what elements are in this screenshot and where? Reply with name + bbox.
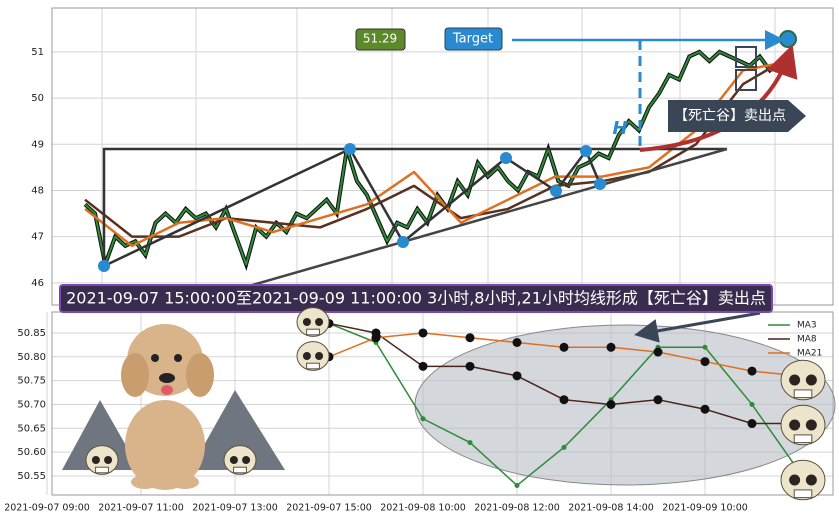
legend-label: MA8: [797, 335, 817, 345]
point: [749, 401, 755, 407]
skull-eye: [302, 352, 311, 360]
skull-head: [780, 359, 826, 401]
skull-eye: [315, 318, 324, 326]
target-label: Target: [452, 32, 493, 47]
skull-teeth: [95, 466, 109, 474]
x-tick-label: 2021-09-07 09:00: [4, 503, 90, 514]
skull-teeth: [306, 328, 320, 336]
banner: [59, 284, 773, 313]
skull-eye: [789, 474, 801, 486]
y-tick-label: 50.70: [17, 399, 46, 410]
skull-head: [780, 404, 826, 446]
skull-eye: [91, 456, 100, 464]
point: [465, 361, 475, 371]
target-badge: [444, 27, 503, 51]
y-tick-label: 50.65: [17, 423, 46, 434]
x-tick-label: 2021-09-07 11:00: [98, 503, 184, 514]
x-tick-label: 2021-09-07 13:00: [192, 503, 278, 514]
point: [559, 342, 569, 352]
skull-head: [223, 445, 257, 475]
skull-eye: [104, 456, 113, 464]
skull-head: [780, 459, 826, 501]
skull: [85, 445, 119, 475]
y-tick-label: 50.75: [17, 376, 46, 387]
skull: [296, 341, 330, 371]
point: [747, 419, 757, 429]
point: [420, 416, 426, 422]
legend-label: MA3: [797, 321, 817, 331]
point: [512, 371, 522, 381]
height-label: H: [612, 118, 627, 139]
skull: [780, 404, 826, 446]
y-tick-label: 50: [31, 93, 44, 104]
y-tick-label: 49: [31, 139, 44, 150]
y-tick-label: 47: [31, 232, 44, 243]
point: [653, 395, 663, 405]
skull-eye: [229, 456, 238, 464]
skull-eye: [302, 318, 311, 326]
skull-teeth: [793, 434, 813, 444]
skull-teeth: [793, 489, 813, 499]
y-tick-label: 50.85: [17, 328, 46, 339]
skull-eye: [789, 419, 801, 431]
y-tick-label: 46: [31, 278, 44, 289]
sell-badge: [668, 100, 806, 132]
skull: [296, 307, 330, 337]
x-tick-label: 2021-09-08 10:00: [380, 503, 466, 514]
skull-head: [85, 445, 119, 475]
point: [418, 328, 428, 338]
skull-eye: [805, 419, 817, 431]
skull: [780, 459, 826, 501]
x-tick-label: 2021-09-08 12:00: [474, 503, 560, 514]
y-tick-label: 48: [31, 185, 44, 196]
banner-text: 2021-09-07 15:00:00至2021-09-09 11:00:00 …: [66, 289, 766, 308]
skull-eye: [315, 352, 324, 360]
x-tick-label: 2021-09-09 10:00: [662, 503, 748, 514]
x-tick-label: 2021-09-08 14:00: [568, 503, 654, 514]
legend-label: MA21: [797, 349, 822, 359]
box: [735, 46, 757, 68]
y-tick-label: 50.55: [17, 471, 46, 482]
point: [700, 357, 710, 367]
point: [606, 399, 616, 409]
point: [700, 404, 710, 414]
pointer-arrow: [634, 311, 761, 343]
point: [702, 344, 708, 350]
box: [735, 69, 757, 91]
skull-eye: [242, 456, 251, 464]
skull-teeth: [793, 389, 813, 399]
skull: [223, 445, 257, 475]
point: [561, 444, 567, 450]
skull-teeth: [233, 466, 247, 474]
skull: [780, 359, 826, 401]
x-tick-label: 2021-09-07 15:00: [286, 503, 372, 514]
point: [653, 347, 663, 357]
price-label: 51.29: [363, 32, 397, 46]
point: [467, 440, 473, 446]
skull-eye: [789, 374, 801, 386]
point: [371, 333, 381, 343]
point: [606, 342, 616, 352]
point: [559, 395, 569, 405]
series-line: [84, 55, 791, 238]
point: [514, 482, 520, 488]
point: [418, 361, 428, 371]
price-badge: [355, 28, 406, 51]
trend-lines: [102, 147, 728, 302]
sell-label: 【死亡谷】卖出点: [674, 108, 786, 124]
series-line: [84, 50, 791, 266]
point: [512, 338, 522, 347]
decoration-poodle: [62, 324, 285, 490]
skull-eye: [805, 374, 817, 386]
point: [747, 366, 757, 376]
skull-teeth: [306, 362, 320, 370]
y-tick-label: 51: [31, 47, 44, 58]
y-tick-label: 50.80: [17, 352, 46, 363]
skull-head: [296, 341, 330, 371]
point: [465, 333, 475, 343]
skull-eye: [805, 474, 817, 486]
y-tick-label: 50.60: [17, 447, 46, 458]
skull-head: [296, 307, 330, 337]
